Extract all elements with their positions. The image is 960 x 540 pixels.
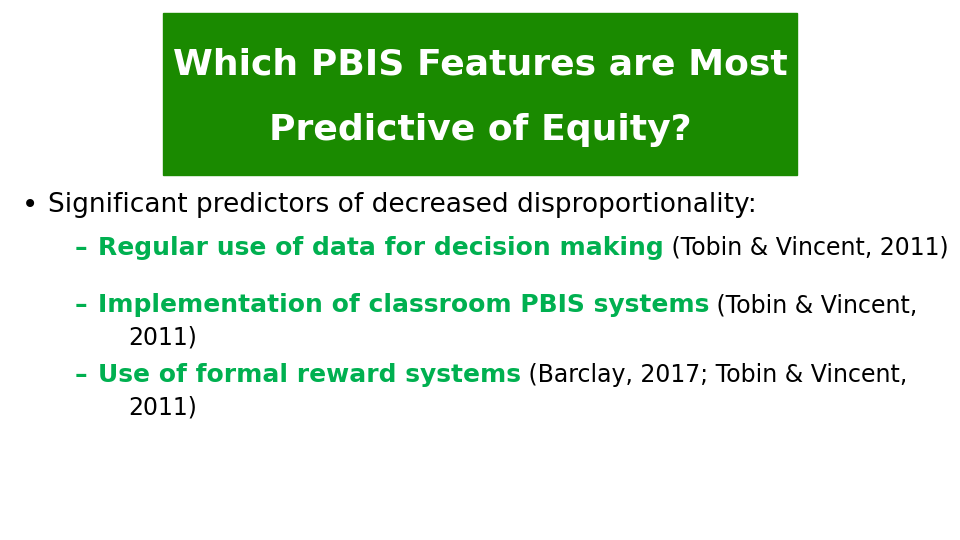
Text: Implementation of classroom PBIS systems: Implementation of classroom PBIS systems	[98, 293, 709, 317]
Text: Which PBIS Features are Most: Which PBIS Features are Most	[173, 48, 787, 82]
Bar	[163, 13, 797, 175]
Text: 2011): 2011)	[128, 395, 197, 419]
Text: –: –	[75, 363, 87, 387]
Text: (Tobin & Vincent, 2011): (Tobin & Vincent, 2011)	[663, 236, 948, 260]
Text: (Barclay, 2017; Tobin & Vincent,: (Barclay, 2017; Tobin & Vincent,	[521, 363, 907, 387]
Text: Use of formal reward systems: Use of formal reward systems	[98, 363, 521, 387]
Text: (Tobin & Vincent,: (Tobin & Vincent,	[709, 293, 918, 317]
Text: Significant predictors of decreased disproportionality:: Significant predictors of decreased disp…	[48, 192, 756, 218]
Text: •: •	[22, 191, 38, 219]
Text: 2011): 2011)	[128, 325, 197, 349]
Text: –: –	[75, 293, 87, 317]
Text: Predictive of Equity?: Predictive of Equity?	[269, 113, 691, 147]
Text: –: –	[75, 236, 87, 260]
Text: Regular use of data for decision making: Regular use of data for decision making	[98, 236, 663, 260]
